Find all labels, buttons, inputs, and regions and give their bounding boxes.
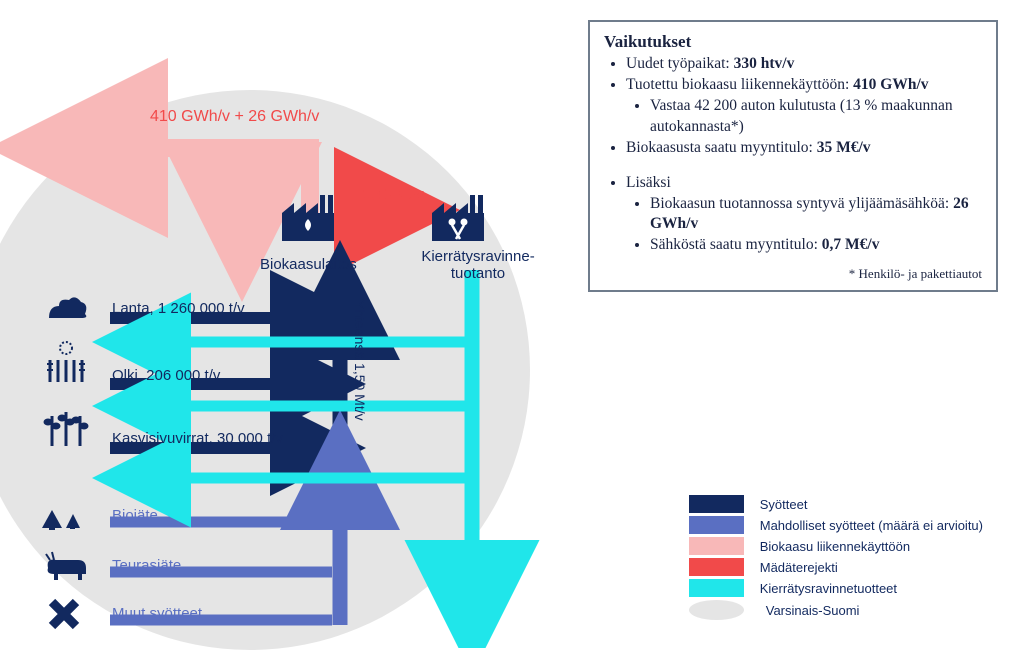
nutrient-plant-label: Kierrätysravinne- tuotanto bbox=[413, 248, 543, 283]
legend-swatch-2 bbox=[689, 537, 744, 555]
legend-row-2: Biokaasu liikennekäyttöön bbox=[689, 537, 983, 555]
legend-row-4: Kierrätysravinnetuotteet bbox=[689, 579, 983, 597]
legend-region: Varsinais-Suomi bbox=[689, 600, 983, 620]
biogas-plant-label: Biokaasulaitos bbox=[260, 256, 357, 273]
legend-row-1: Mahdolliset syötteet (määrä ei arvioitu) bbox=[689, 516, 983, 534]
plant-sidestream-icon bbox=[42, 408, 90, 453]
info-biogas-sub: Vastaa 42 200 auton kulutusta (13 % maak… bbox=[650, 96, 982, 138]
feed-label-2: Kasvisivuvirrat, 30 000 t/v bbox=[112, 430, 283, 447]
legend-swatch-4 bbox=[689, 579, 744, 597]
legend-label-0: Syötteet bbox=[760, 497, 808, 512]
info-surplus-power: Biokaasun tuotannossa syntyvä ylijäämäsä… bbox=[650, 194, 982, 236]
straw-icon bbox=[42, 340, 90, 389]
legend-swatch-3 bbox=[689, 558, 744, 576]
legend-swatch-1 bbox=[689, 516, 744, 534]
legend: Syötteet Mahdolliset syötteet (määrä ei a… bbox=[689, 492, 983, 623]
legend-row-3: Mädäterejekti bbox=[689, 558, 983, 576]
legend-label-4: Kierrätysravinnetuotteet bbox=[760, 581, 897, 596]
info-additionally: Lisäksi Biokaasun tuotannossa syntyvä yl… bbox=[626, 173, 982, 257]
biowaste-icon bbox=[40, 498, 92, 535]
legend-region-label: Varsinais-Suomi bbox=[766, 603, 860, 618]
feed-label-5: Muut syötteet bbox=[112, 605, 202, 622]
manure-icon bbox=[45, 292, 89, 327]
info-biogas: Tuotettu biokaasu liikennekäyttöön: 410 … bbox=[626, 75, 982, 138]
feed-label-4: Teurasjäte bbox=[112, 557, 181, 574]
total-vertical-label: Yhteensä 1,50 Mt/v bbox=[352, 300, 368, 421]
legend-region-swatch bbox=[689, 600, 744, 620]
slaughter-waste-icon bbox=[40, 550, 90, 587]
legend-label-2: Biokaasu liikennekäyttöön bbox=[760, 539, 910, 554]
other-feeds-icon bbox=[48, 598, 80, 635]
legend-label-1: Mahdolliset syötteet (määrä ei arvioitu) bbox=[760, 518, 983, 533]
digestate-value: 1,40 Mt/v bbox=[362, 186, 424, 203]
feed-label-0: Lanta, 1 260 000 t/v bbox=[112, 300, 245, 317]
feed-label-1: Olki, 206 000 t/v bbox=[112, 367, 220, 384]
info-revenue: Biokaasusta saatu myyntitulo: 35 M€/v bbox=[626, 138, 982, 159]
legend-row-0: Syötteet bbox=[689, 495, 983, 513]
feed-label-3: Biojäte bbox=[112, 507, 158, 524]
info-jobs: Uudet työpaikat: 330 htv/v bbox=[626, 54, 982, 75]
biogas-output-label: 410 GWh/v + 26 GWh/v bbox=[150, 108, 319, 126]
info-power-revenue: Sähköstä saatu myyntitulo: 0,7 M€/v bbox=[650, 235, 982, 256]
legend-swatch-0 bbox=[689, 495, 744, 513]
impact-info-box: Vaikutukset Uudet työpaikat: 330 htv/v T… bbox=[588, 20, 998, 292]
biogas-plant-icon bbox=[280, 195, 338, 248]
info-title: Vaikutukset bbox=[604, 32, 982, 52]
nutrient-label-line1: Kierrätysravinne- bbox=[421, 248, 534, 265]
info-footnote: * Henkilö- ja pakettiautot bbox=[604, 266, 982, 282]
nutrient-plant-icon bbox=[430, 195, 488, 248]
legend-label-3: Mädäterejekti bbox=[760, 560, 838, 575]
nutrient-label-line2: tuotanto bbox=[451, 265, 505, 282]
